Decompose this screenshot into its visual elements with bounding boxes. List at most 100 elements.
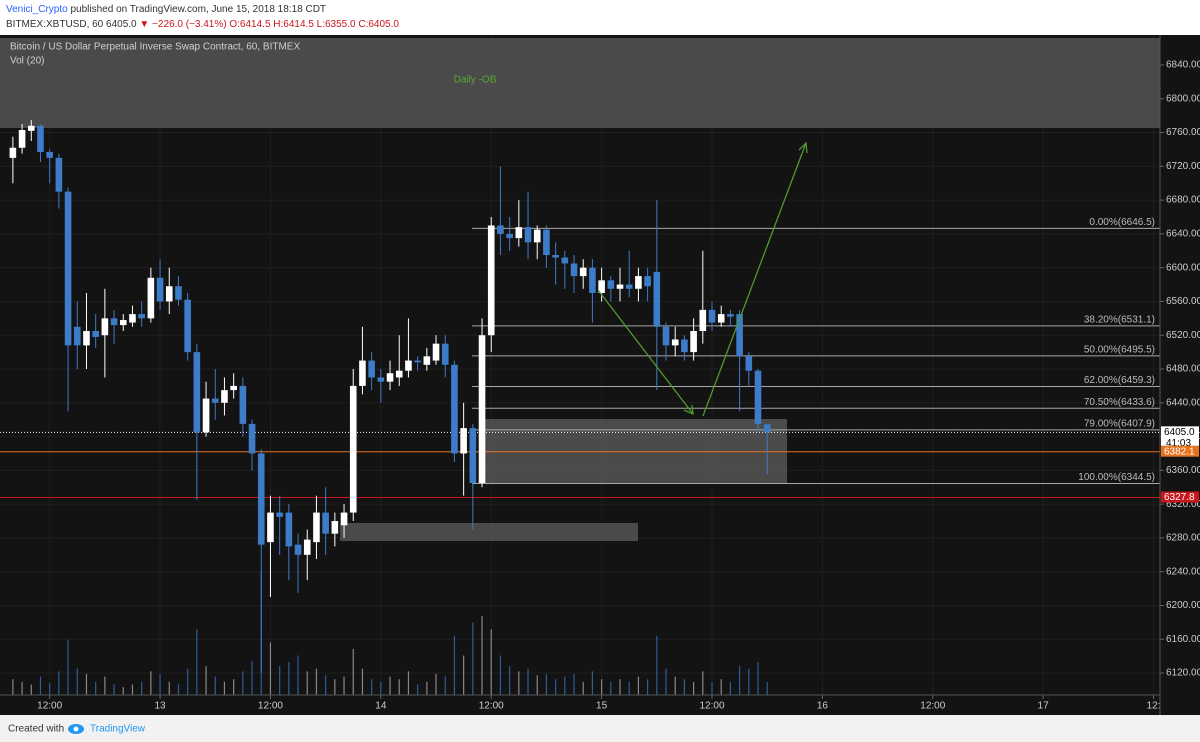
candle-body bbox=[64, 191, 72, 346]
volume-bar bbox=[196, 629, 198, 695]
y-tick-label: 6720.00 bbox=[1166, 161, 1200, 172]
candle-body bbox=[386, 373, 394, 382]
candle-body bbox=[524, 227, 532, 243]
y-tick-label: 6800.00 bbox=[1166, 93, 1200, 104]
volume-bar bbox=[95, 681, 97, 695]
candle-body bbox=[515, 227, 523, 239]
plot-bg bbox=[0, 35, 1200, 715]
fib-label: 50.00%(6495.5) bbox=[1084, 345, 1155, 356]
volume-bar bbox=[720, 679, 722, 695]
volume-bar bbox=[757, 662, 759, 695]
volume-bar bbox=[67, 639, 69, 695]
candle-body bbox=[165, 286, 173, 302]
volume-bar bbox=[683, 679, 686, 695]
footer-created: Created with bbox=[8, 724, 64, 735]
x-tick-label: 12:00 bbox=[258, 701, 283, 712]
candle-body bbox=[441, 343, 449, 365]
candle-body bbox=[46, 151, 53, 158]
candle-body bbox=[92, 331, 99, 337]
volume-bar bbox=[398, 679, 400, 695]
fib-label: 38.20%(6531.1) bbox=[1084, 314, 1155, 325]
candle-body bbox=[423, 356, 431, 365]
candle-body bbox=[303, 539, 311, 555]
footer-brand[interactable]: TradingView bbox=[90, 724, 146, 735]
candle-body bbox=[37, 125, 44, 152]
symbol: BITMEX:XBTUSD, 60 bbox=[6, 19, 104, 30]
candle-body bbox=[322, 512, 329, 534]
volume-bar bbox=[702, 671, 704, 695]
volume-bar bbox=[591, 671, 594, 695]
price-tag-label: 6405.0 bbox=[1164, 427, 1195, 438]
volume-bar bbox=[573, 673, 575, 695]
candle-body bbox=[506, 233, 513, 239]
candle-body bbox=[561, 257, 569, 264]
candle-body bbox=[55, 157, 63, 192]
y-tick-label: 6520.00 bbox=[1166, 330, 1200, 341]
volume-bar bbox=[85, 673, 88, 695]
candle-body bbox=[119, 320, 127, 326]
candle-body bbox=[763, 424, 771, 433]
change: ▼ −226.0 (−3.41%) bbox=[139, 19, 226, 30]
volume-bar bbox=[739, 666, 741, 695]
volume-bar bbox=[131, 684, 134, 695]
volume-bar bbox=[481, 616, 483, 695]
candle-body bbox=[138, 314, 145, 319]
arrow-head bbox=[683, 404, 694, 416]
fib-label: 70.50%(6433.6) bbox=[1084, 397, 1155, 408]
candle-body bbox=[294, 544, 302, 555]
logo bbox=[68, 724, 84, 734]
candle-body bbox=[432, 343, 440, 361]
ohlc: O:6414.5 H:6414.5 L:6355.0 C:6405.0 bbox=[229, 19, 399, 30]
volume-bar bbox=[601, 679, 603, 695]
published: published on TradingView.com, June 15, 2… bbox=[70, 4, 326, 15]
candle-body bbox=[83, 331, 90, 346]
candle-body bbox=[717, 314, 725, 323]
price-tag bbox=[1161, 426, 1199, 449]
countdown-label: 41:03 bbox=[1166, 438, 1191, 449]
volume-bar bbox=[76, 668, 78, 695]
volume-bar bbox=[628, 681, 630, 695]
volume-bar bbox=[251, 660, 253, 695]
volume-bar bbox=[674, 676, 676, 695]
x-tick-label: 12:00 bbox=[920, 701, 945, 712]
candle-body bbox=[156, 277, 164, 302]
volume-bar bbox=[711, 681, 713, 695]
volume-bar bbox=[21, 681, 23, 695]
volume-bar bbox=[177, 684, 180, 695]
candle-body bbox=[184, 299, 191, 353]
candle-body bbox=[671, 339, 679, 346]
x-tick-label: 16 bbox=[817, 701, 829, 712]
volume-bar bbox=[141, 681, 143, 695]
volume-bar bbox=[315, 668, 318, 695]
y-tick-label: 6360.00 bbox=[1166, 465, 1200, 476]
volume-bar bbox=[30, 684, 32, 695]
volume-bar bbox=[223, 681, 226, 695]
volume-bar bbox=[297, 655, 299, 695]
candle-body bbox=[211, 398, 219, 403]
fib-label: 100.00%(6344.5) bbox=[1078, 472, 1155, 483]
demand-zone bbox=[340, 523, 638, 541]
header-line-2: BITMEX:XBTUSD, 60 6405.0 ▼ −226.0 (−3.41… bbox=[6, 19, 399, 30]
volume-bar bbox=[490, 629, 492, 695]
volume-bar bbox=[352, 648, 354, 695]
candle-body bbox=[616, 284, 624, 289]
fib-zone bbox=[480, 419, 787, 483]
volume-bar bbox=[647, 679, 649, 695]
y-tick-label: 6240.00 bbox=[1166, 566, 1200, 577]
price-tag-label: 6382.1 bbox=[1164, 446, 1195, 457]
candle-body bbox=[589, 267, 596, 294]
candle-body bbox=[699, 309, 707, 332]
y-tick-label: 6560.00 bbox=[1166, 296, 1200, 307]
volume-bar bbox=[729, 681, 732, 695]
volume-bar bbox=[288, 662, 290, 695]
volume-bar bbox=[343, 676, 345, 695]
candle-body bbox=[681, 339, 688, 353]
x-tick-label: 17 bbox=[1038, 701, 1050, 712]
candle-body bbox=[635, 276, 642, 289]
author[interactable]: Venici_Crypto bbox=[6, 4, 68, 15]
candle-body bbox=[469, 428, 477, 484]
y-tick-label: 6840.00 bbox=[1166, 60, 1200, 71]
candle-body bbox=[552, 255, 559, 258]
candle-body bbox=[727, 314, 734, 317]
y-tick-label: 6160.00 bbox=[1166, 634, 1200, 645]
